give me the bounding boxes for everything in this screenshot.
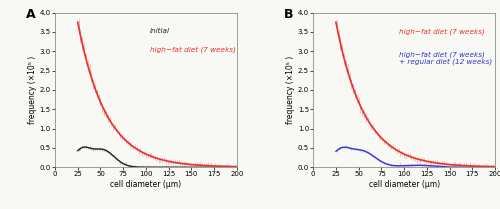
Text: initial: initial	[150, 28, 170, 34]
Text: high−fat diet (7 weeks): high−fat diet (7 weeks)	[398, 28, 484, 35]
Text: high−fat diet (7 weeks): high−fat diet (7 weeks)	[150, 47, 236, 53]
X-axis label: cell diameter (μm): cell diameter (μm)	[110, 180, 182, 189]
Text: A: A	[26, 8, 36, 21]
Text: B: B	[284, 8, 294, 21]
Y-axis label: frequency (×10⁵ ): frequency (×10⁵ )	[28, 56, 37, 124]
X-axis label: cell diameter (μm): cell diameter (μm)	[368, 180, 440, 189]
Text: high−fat diet (7 weeks)
+ regular diet (12 weeks): high−fat diet (7 weeks) + regular diet (…	[398, 51, 492, 65]
Y-axis label: frequency (×10⁵ ): frequency (×10⁵ )	[286, 56, 295, 124]
